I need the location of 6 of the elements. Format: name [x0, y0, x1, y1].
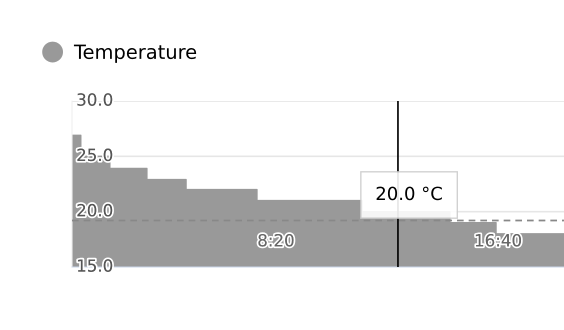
- y-tick-label: 30.0: [77, 93, 112, 106]
- x-tick-label: 8:20: [258, 234, 294, 247]
- annotation: 20.0 °C: [376, 186, 442, 200]
- x-tick-label: 16:40: [476, 234, 521, 247]
- y-tick-label: 20.0: [77, 204, 112, 217]
- legend-label: Temperature: [74, 44, 196, 63]
